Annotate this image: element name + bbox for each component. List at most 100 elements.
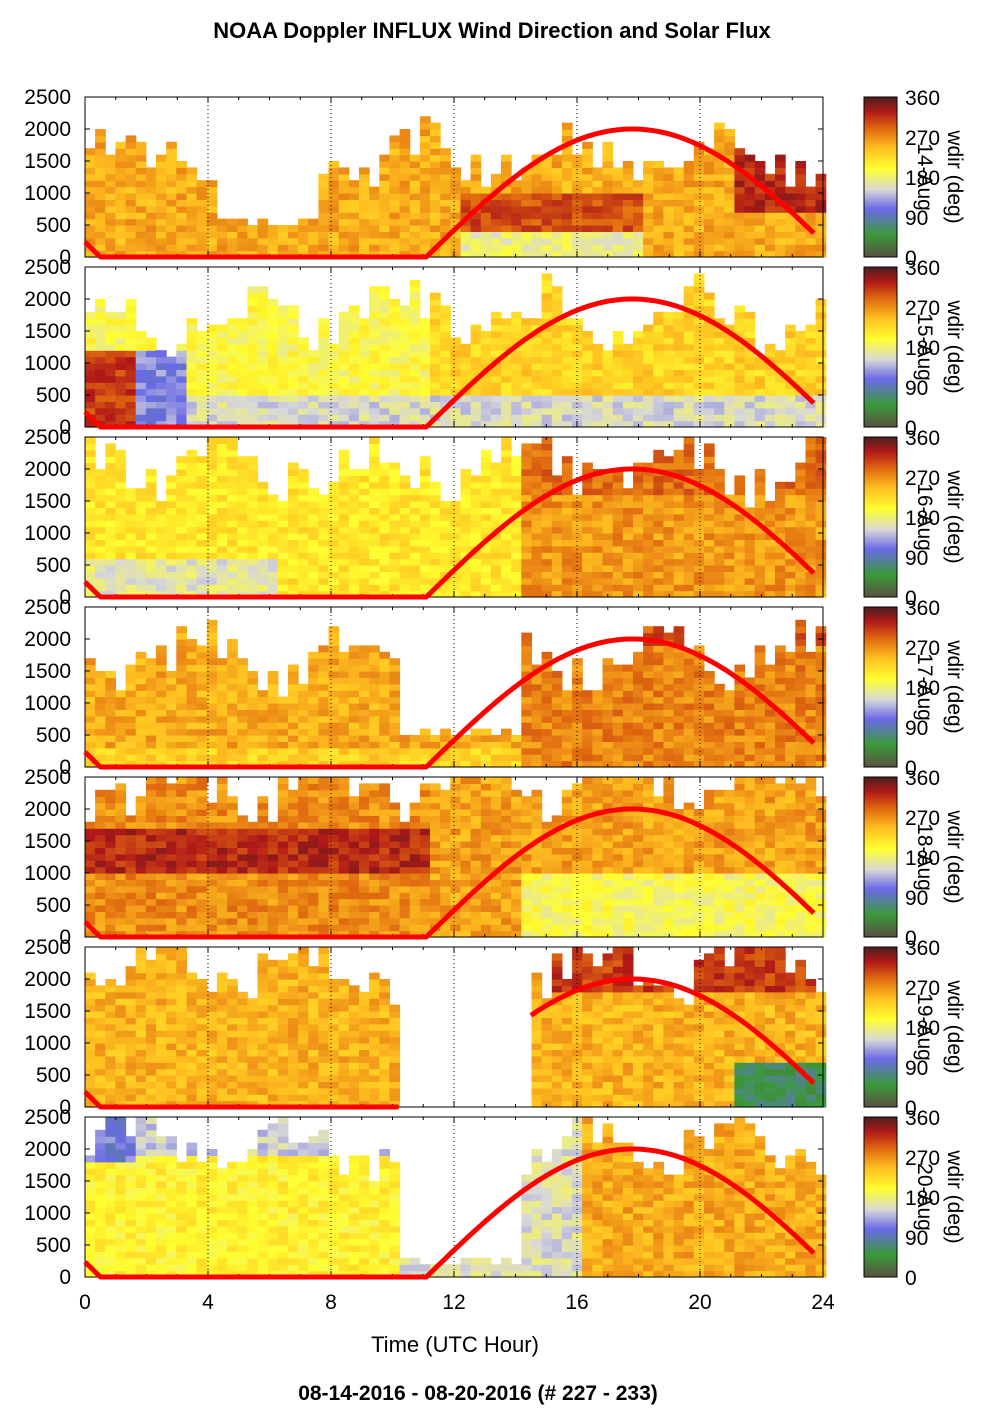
- heatmap-cell: [338, 324, 350, 332]
- heatmap-cell: [764, 231, 776, 239]
- heatmap-cell: [653, 337, 664, 345]
- heatmap-cell: [683, 520, 695, 528]
- heatmap-cell: [288, 671, 299, 678]
- heatmap-cell: [125, 513, 137, 521]
- heatmap-cell: [216, 369, 228, 377]
- heatmap-cell: [338, 728, 350, 736]
- heatmap-cell: [95, 501, 106, 508]
- heatmap-cell: [247, 337, 259, 345]
- heatmap-cells: [85, 437, 827, 598]
- heatmap-cell: [277, 388, 289, 396]
- heatmap-cell: [693, 696, 705, 704]
- heatmap-cell: [785, 218, 796, 226]
- heatmap-cell: [237, 231, 248, 239]
- heatmap-cell: [521, 199, 532, 207]
- heatmap-cell: [318, 186, 330, 194]
- heatmap-cell: [409, 161, 421, 168]
- heatmap-cell: [521, 494, 532, 502]
- heatmap-cell: [308, 231, 319, 239]
- heatmap-cell: [572, 167, 583, 175]
- heatmap-cell: [288, 664, 299, 672]
- heatmap-cell: [135, 545, 147, 553]
- heatmap-cell: [348, 350, 360, 358]
- heatmap-cell: [409, 318, 421, 326]
- heatmap-cell: [277, 577, 289, 585]
- heatmap-cell: [521, 318, 532, 326]
- heatmap-cell: [338, 501, 350, 508]
- heatmap-cell: [399, 382, 411, 390]
- heatmap-cell: [643, 735, 654, 742]
- heatmap-cell: [166, 558, 177, 566]
- heatmap-cell: [734, 488, 746, 496]
- heatmap-cell: [95, 343, 106, 351]
- heatmap-cell: [440, 331, 451, 338]
- heatmap-cell: [815, 350, 827, 358]
- heatmap-cell: [470, 558, 482, 566]
- heatmap-cell: [196, 481, 208, 489]
- heatmap-cell: [683, 658, 695, 666]
- heatmap-cell: [156, 539, 167, 547]
- heatmap-cell: [115, 501, 127, 508]
- heatmap-cell: [643, 709, 654, 717]
- heatmap-cell: [105, 590, 116, 598]
- heatmap-cell: [511, 331, 522, 338]
- heatmap-cell: [399, 161, 411, 168]
- heatmap-cell: [521, 462, 532, 470]
- heatmap-cell: [318, 760, 330, 768]
- heatmap-cell: [257, 558, 269, 566]
- heatmap-cell: [653, 626, 664, 634]
- heatmap-cell: [95, 395, 106, 402]
- heatmap-cell: [277, 526, 289, 534]
- heatmap-cell: [582, 186, 593, 194]
- heatmap-cell: [714, 571, 725, 579]
- heatmap-cell: [582, 577, 593, 585]
- heatmap-cell: [348, 337, 360, 345]
- heatmap-cell: [125, 671, 137, 678]
- heatmap-cell: [521, 735, 532, 742]
- heatmap-cell: [186, 363, 198, 370]
- heatmap-cell: [145, 558, 157, 566]
- heatmap-cell: [490, 401, 502, 409]
- heatmap-cell: [115, 577, 127, 585]
- heatmap-cell: [166, 501, 177, 508]
- heatmap-cell: [815, 577, 827, 585]
- heatmap-cell: [551, 577, 563, 585]
- heatmap-cell: [288, 494, 299, 502]
- heatmap-cell: [724, 369, 735, 377]
- heatmap-cell: [480, 533, 492, 540]
- heatmap-cell: [643, 696, 654, 704]
- heatmap-cell: [622, 244, 634, 252]
- heatmap-cell: [633, 715, 644, 723]
- heatmap-cell: [724, 494, 735, 502]
- heatmap-cell: [186, 237, 198, 245]
- heatmap-cell: [298, 356, 309, 364]
- heatmap-cell: [409, 193, 421, 200]
- heatmap-cell: [815, 494, 827, 502]
- heatmap-cell: [663, 703, 675, 710]
- heatmap-cell: [622, 395, 634, 402]
- heatmap-cell: [653, 690, 664, 698]
- heatmap-cell: [744, 311, 756, 319]
- heatmap-cell: [775, 180, 786, 188]
- heatmap-cell: [298, 558, 309, 566]
- heatmap-cell: [673, 180, 685, 188]
- heatmap-cell: [237, 462, 248, 470]
- heatmap-cell: [470, 369, 482, 377]
- heatmap-cell: [602, 558, 614, 566]
- heatmap-cell: [105, 545, 116, 553]
- heatmap-cell: [216, 343, 228, 351]
- heatmap-cell: [704, 590, 715, 598]
- heatmap-cell: [409, 565, 421, 572]
- heatmap-cell: [135, 664, 147, 672]
- heatmap-cell: [511, 469, 522, 476]
- heatmap-cell: [348, 237, 360, 245]
- heatmap-cell: [115, 760, 127, 768]
- heatmap-cell: [561, 199, 573, 207]
- heatmap-cell: [683, 590, 695, 598]
- heatmap-cell: [561, 122, 573, 130]
- heatmap-cell: [633, 664, 644, 672]
- heatmap-cell: [176, 747, 187, 755]
- heatmap-cell: [95, 703, 106, 710]
- heatmap-cell: [85, 186, 96, 194]
